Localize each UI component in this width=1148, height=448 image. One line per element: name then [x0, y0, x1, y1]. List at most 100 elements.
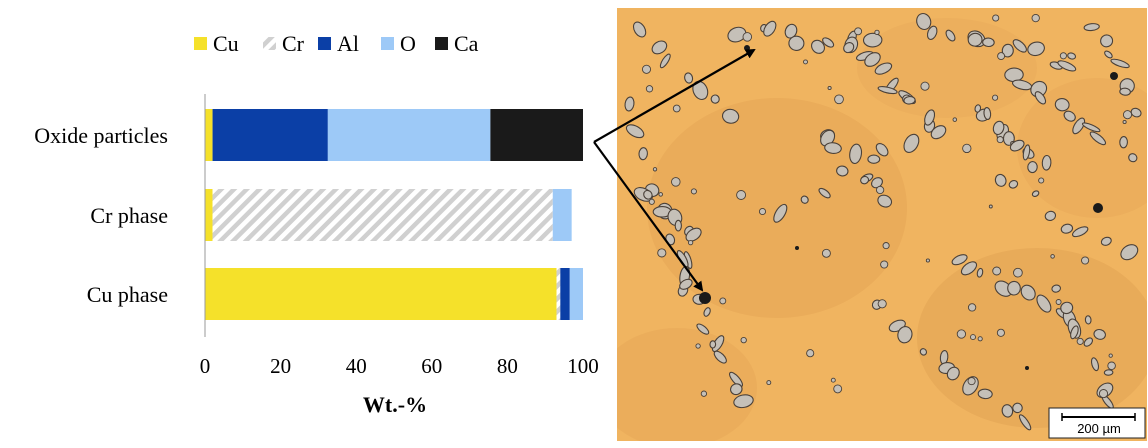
- cr-phase-particle: [1081, 256, 1090, 265]
- oxide-particle: [1025, 366, 1029, 370]
- cr-phase-particle: [1020, 284, 1036, 301]
- cr-phase-particle: [1084, 315, 1092, 325]
- cr-phase-particle: [1012, 402, 1023, 414]
- cr-phase-particle: [632, 21, 647, 38]
- cr-phase-particle: [1072, 226, 1089, 238]
- x-tick-label: 80: [497, 354, 518, 378]
- cr-phase-particle: [645, 85, 654, 93]
- cr-phase-particle: [1063, 110, 1076, 122]
- cr-phase-particle: [1119, 136, 1128, 149]
- cr-phase-particle: [657, 248, 667, 258]
- cr-phase-particle: [784, 23, 798, 39]
- cr-phase-particle: [860, 175, 870, 185]
- cr-phase-particle: [1008, 179, 1019, 189]
- legend-label-cu: Cu: [213, 31, 239, 56]
- scale-bar: 200 µm: [1048, 407, 1146, 439]
- cr-phase-particle: [925, 258, 930, 263]
- cr-phase-particle: [1038, 177, 1045, 184]
- cr-phase-particle: [903, 133, 920, 154]
- cr-phase-particle: [930, 125, 947, 140]
- cr-phase-particle: [967, 303, 977, 312]
- cr-phase-particle: [1012, 39, 1027, 53]
- cr-phase-particle: [1041, 154, 1052, 171]
- cr-phase-particle: [1090, 357, 1100, 372]
- cr-phase-particle: [1122, 119, 1127, 125]
- cr-phase-particle: [1072, 117, 1086, 135]
- bar-segment-al-2: [560, 268, 570, 320]
- cr-phase-particle: [1108, 353, 1113, 358]
- cr-phase-particle: [719, 297, 727, 305]
- scale-bar-label: 200 µm: [1077, 421, 1121, 436]
- bar-segment-al-0: [212, 109, 328, 161]
- cr-phase-particle: [1044, 210, 1057, 222]
- cr-phase-particle: [1031, 13, 1040, 23]
- oxide-particle: [699, 292, 711, 304]
- x-tick-label: 20: [270, 354, 291, 378]
- bar-segment-cu-1: [205, 189, 213, 241]
- micrograph-svg: 200 µm: [597, 8, 1148, 448]
- legend-label-ca: Ca: [454, 31, 479, 56]
- oxide-particle: [1110, 72, 1118, 80]
- cr-phase-particle: [960, 261, 978, 276]
- cr-phase-particle: [977, 336, 983, 342]
- cr-phase-particle: [897, 326, 913, 344]
- cr-phase-particle: [674, 219, 682, 232]
- bar-segment-o-0: [327, 109, 491, 161]
- x-tick-label: 40: [346, 354, 367, 378]
- cr-phase-particle: [956, 329, 967, 339]
- cr-phase-particle: [1009, 139, 1025, 152]
- chart-legend: Cu Cr Al O Ca: [194, 31, 479, 56]
- legend-swatch-cr: [263, 37, 276, 50]
- cr-phase-particle: [658, 192, 663, 197]
- cr-phase-particle: [1119, 87, 1131, 96]
- shade-region: [647, 98, 907, 318]
- cr-phase-particle: [1055, 299, 1062, 305]
- cr-phase-particle: [727, 26, 747, 43]
- cr-phase-particle: [1128, 153, 1138, 163]
- cr-phase-particle: [822, 37, 835, 48]
- cr-phase-particle: [994, 173, 1007, 187]
- cr-phase-particle: [811, 39, 825, 54]
- cr-phase-particle: [641, 64, 652, 74]
- cr-phase-particle: [916, 12, 932, 31]
- cr-phase-particle: [920, 81, 930, 91]
- cr-phase-particle: [1001, 404, 1014, 418]
- cr-phase-particle: [1057, 60, 1077, 72]
- cr-phase-particle: [1027, 41, 1045, 57]
- legend-swatch-cu: [194, 37, 207, 50]
- legend-swatch-al: [318, 37, 331, 50]
- cr-phase-particle: [1054, 98, 1070, 112]
- cr-phase-particle: [766, 380, 772, 386]
- cr-phase-particle: [988, 204, 993, 209]
- cr-phase-particle: [818, 187, 831, 199]
- cr-phase-particle: [834, 94, 844, 105]
- bars: Oxide particles Cr phase Cu phase: [34, 109, 583, 320]
- cr-phase-particle: [836, 165, 849, 177]
- cr-phase-particle: [864, 52, 881, 67]
- cr-phase-particle: [1059, 52, 1067, 60]
- cr-phase-particle: [974, 104, 982, 113]
- cr-phase-particle: [992, 120, 1005, 136]
- cr-phase-particle: [854, 27, 863, 36]
- cr-phase-particle: [1081, 122, 1101, 133]
- bar-segment-cu-2: [205, 268, 557, 320]
- cr-phase-particle: [877, 194, 893, 208]
- cr-phase-particle: [1036, 294, 1052, 313]
- cr-phase-particle: [700, 390, 708, 397]
- cr-phase-particle: [740, 336, 747, 344]
- bar-segment-cr-2: [556, 268, 561, 320]
- cr-phase-particle: [874, 62, 893, 75]
- cr-phase-particle: [1120, 244, 1139, 261]
- cr-phase-particle: [1110, 58, 1130, 69]
- micrograph-image: 200 µm: [597, 8, 1148, 448]
- cr-phase-particle: [967, 377, 976, 386]
- category-label: Oxide particles: [34, 123, 168, 148]
- x-axis-label: Wt.-%: [363, 392, 427, 417]
- cr-phase-particle: [903, 96, 916, 105]
- cr-phase-particle: [1013, 267, 1023, 278]
- cr-phase-particle: [695, 343, 701, 349]
- cr-phase-particle: [882, 242, 890, 250]
- cr-phase-particle: [1083, 23, 1100, 32]
- cr-phase-particle: [830, 377, 836, 383]
- oxide-particle: [744, 45, 750, 51]
